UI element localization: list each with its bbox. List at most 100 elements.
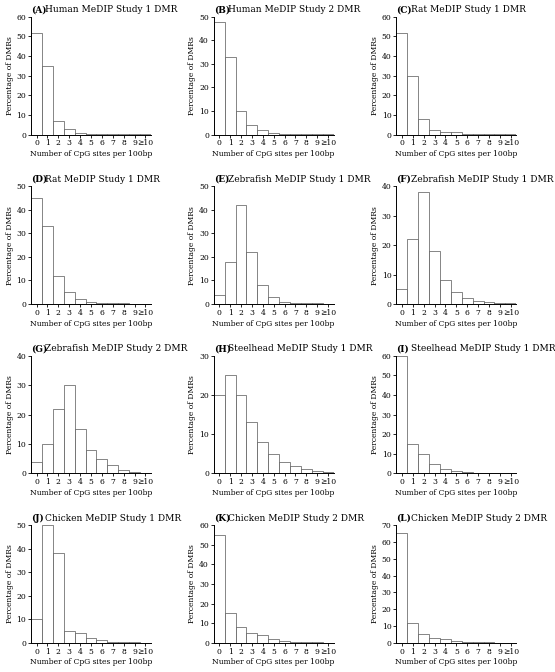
Bar <box>483 302 495 304</box>
Text: Zebrafish MeDIP Study 2 DMR: Zebrafish MeDIP Study 2 DMR <box>46 344 188 353</box>
Text: (E): (E) <box>214 175 229 184</box>
Bar <box>53 121 64 134</box>
Text: Steelhead MeDIP Study 1 DMR: Steelhead MeDIP Study 1 DMR <box>411 344 555 353</box>
Bar <box>129 472 140 473</box>
Bar <box>107 464 118 473</box>
Bar <box>322 472 334 473</box>
Bar <box>85 450 97 473</box>
Text: (H): (H) <box>214 344 231 353</box>
Bar <box>418 192 429 304</box>
X-axis label: Number of CpG sites per 100bp: Number of CpG sites per 100bp <box>395 489 518 497</box>
Bar <box>429 251 440 304</box>
Bar <box>258 635 268 643</box>
Y-axis label: Percentage of DMRs: Percentage of DMRs <box>371 544 379 624</box>
Bar <box>225 261 235 304</box>
X-axis label: Number of CpG sites per 100bp: Number of CpG sites per 100bp <box>395 659 518 667</box>
Bar <box>235 395 246 473</box>
Bar <box>42 444 53 473</box>
Bar <box>97 640 107 643</box>
Y-axis label: Percentage of DMRs: Percentage of DMRs <box>6 544 13 624</box>
Y-axis label: Percentage of DMRs: Percentage of DMRs <box>371 36 379 115</box>
Bar <box>462 298 473 304</box>
Bar <box>246 252 258 304</box>
Y-axis label: Percentage of DMRs: Percentage of DMRs <box>188 36 196 115</box>
Bar <box>74 132 85 134</box>
Text: Rat MeDIP Study 1 DMR: Rat MeDIP Study 1 DMR <box>46 175 160 184</box>
Y-axis label: Percentage of DMRs: Percentage of DMRs <box>371 375 379 454</box>
Y-axis label: Percentage of DMRs: Percentage of DMRs <box>6 36 13 115</box>
Bar <box>107 642 118 643</box>
Bar <box>258 442 268 473</box>
Bar <box>74 299 85 304</box>
X-axis label: Number of CpG sites per 100bp: Number of CpG sites per 100bp <box>30 320 152 328</box>
Bar <box>97 303 107 304</box>
Bar <box>290 303 301 304</box>
Bar <box>418 119 429 134</box>
Bar <box>42 66 53 134</box>
Bar <box>31 198 42 304</box>
Bar <box>396 32 407 134</box>
Text: (K): (K) <box>214 513 230 523</box>
Bar <box>440 280 451 304</box>
Bar <box>462 472 473 473</box>
Bar <box>290 466 301 473</box>
Bar <box>407 444 418 473</box>
Text: Human MeDIP Study 1 DMR: Human MeDIP Study 1 DMR <box>46 5 178 15</box>
Bar <box>268 297 279 304</box>
Bar <box>246 125 258 134</box>
X-axis label: Number of CpG sites per 100bp: Number of CpG sites per 100bp <box>395 150 518 158</box>
Bar <box>407 76 418 134</box>
Bar <box>440 640 451 643</box>
Bar <box>268 454 279 473</box>
Bar <box>429 464 440 473</box>
Bar <box>53 276 64 304</box>
Text: (I): (I) <box>396 344 409 353</box>
Bar <box>214 294 225 304</box>
X-axis label: Number of CpG sites per 100bp: Number of CpG sites per 100bp <box>213 320 335 328</box>
Bar <box>31 32 42 134</box>
Bar <box>64 385 74 473</box>
Text: (J): (J) <box>31 513 44 523</box>
Bar <box>246 633 258 643</box>
Bar <box>290 642 301 643</box>
Text: (G): (G) <box>31 344 47 353</box>
Bar <box>225 614 235 643</box>
Bar <box>31 620 42 643</box>
Bar <box>268 133 279 134</box>
Bar <box>214 395 225 473</box>
X-axis label: Number of CpG sites per 100bp: Number of CpG sites per 100bp <box>30 659 152 667</box>
Bar <box>258 130 268 134</box>
Bar <box>301 470 312 473</box>
Bar <box>225 57 235 134</box>
Bar <box>118 642 129 643</box>
Bar <box>107 303 118 304</box>
Text: (C): (C) <box>396 5 412 15</box>
Text: Zebrafish MeDIP Study 1 DMR: Zebrafish MeDIP Study 1 DMR <box>228 175 371 184</box>
Bar <box>235 111 246 134</box>
Bar <box>64 292 74 304</box>
Bar <box>74 429 85 473</box>
Bar <box>64 631 74 643</box>
Bar <box>74 634 85 643</box>
Bar <box>451 472 462 473</box>
X-axis label: Number of CpG sites per 100bp: Number of CpG sites per 100bp <box>395 320 518 328</box>
Y-axis label: Percentage of DMRs: Percentage of DMRs <box>371 206 379 284</box>
Text: Chicken MeDIP Study 2 DMR: Chicken MeDIP Study 2 DMR <box>228 513 364 523</box>
Bar <box>225 375 235 473</box>
Text: (L): (L) <box>396 513 411 523</box>
Y-axis label: Percentage of DMRs: Percentage of DMRs <box>188 206 196 284</box>
Bar <box>118 470 129 473</box>
Bar <box>396 289 407 304</box>
Text: Chicken MeDIP Study 1 DMR: Chicken MeDIP Study 1 DMR <box>46 513 181 523</box>
Text: Human MeDIP Study 2 DMR: Human MeDIP Study 2 DMR <box>228 5 360 15</box>
Bar <box>418 454 429 473</box>
Bar <box>407 239 418 304</box>
Bar <box>418 634 429 643</box>
Bar <box>440 470 451 473</box>
Text: (B): (B) <box>214 5 230 15</box>
Bar <box>279 641 290 643</box>
Bar <box>451 132 462 134</box>
X-axis label: Number of CpG sites per 100bp: Number of CpG sites per 100bp <box>213 489 335 497</box>
Bar <box>396 534 407 643</box>
Bar <box>440 132 451 134</box>
